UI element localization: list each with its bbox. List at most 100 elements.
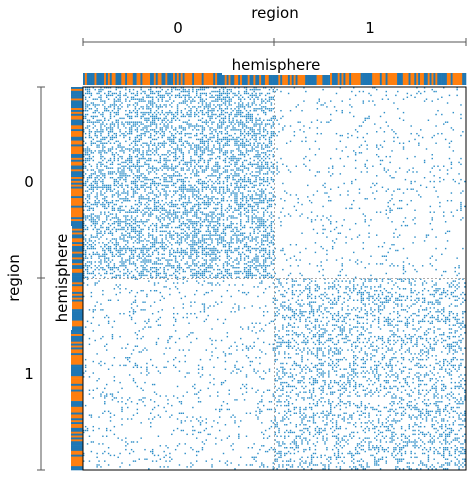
edge-cell [177,146,178,147]
edge-cell [255,133,256,134]
edge-cell [112,217,113,218]
edge-cell [144,100,145,101]
edge-cell [393,244,394,245]
edge-cell [271,137,272,138]
left-hemisphere-cell [71,173,83,175]
edge-cell [85,116,86,117]
edge-cell [116,242,117,243]
edge-cell [395,250,396,251]
edge-cell [280,158,281,159]
edge-cell [102,183,103,184]
edge-cell [96,215,97,216]
edge-cell [296,194,297,195]
edge-cell [102,223,103,224]
edge-cell [117,244,118,245]
edge-cell [144,162,145,163]
edge-cell [196,95,197,96]
edge-cell [121,229,122,230]
edge-cell [137,93,138,94]
edge-cell [259,108,260,109]
edge-cell [209,188,210,189]
edge-cell [181,185,182,186]
edge-cell [217,95,218,96]
top-hemisphere-cell [347,73,349,85]
edge-cell [217,234,218,235]
left-hemisphere-cell [71,365,83,367]
edge-cell [167,215,168,216]
edge-cell [87,148,88,149]
edge-cell [179,187,180,188]
edge-cell [106,254,107,255]
edge-cell [322,89,323,90]
edge-cell [439,181,440,182]
edge-cell [196,250,197,251]
edge-cell [167,169,168,170]
edge-cell [389,210,390,211]
edge-cell [368,118,369,119]
edge-cell [432,158,433,159]
edge-cell [93,123,94,124]
edge-cell [125,95,126,96]
edge-cell [271,166,272,167]
edge-cell [206,148,207,149]
edge-cell [246,93,247,94]
left-hemisphere-cell [71,311,83,313]
edge-cell [263,227,264,228]
edge-cell [211,185,212,186]
edge-cell [194,166,195,167]
edge-cell [238,154,239,155]
left-hemisphere-cell [71,399,83,401]
edge-cell [94,202,95,203]
edge-cell [230,160,231,161]
edge-cell [150,167,151,168]
edge-cell [140,129,141,130]
top-hemisphere-cell [112,73,114,85]
edge-cell [169,97,170,98]
edge-cell [173,167,174,168]
left-hemisphere-cell [71,144,83,146]
edge-cell [85,127,86,128]
left-hemisphere-cell [71,321,83,323]
edge-cell [114,156,115,157]
edge-cell [261,135,262,136]
edge-cell [252,93,253,94]
edge-cell [181,217,182,218]
edge-cell [273,166,274,167]
edge-cell [202,166,203,167]
edge-cell [207,198,208,199]
edge-cell [273,250,274,251]
edge-cell [261,208,262,209]
top-hemisphere-cell [102,73,104,85]
edge-cell [265,125,266,126]
top-hemisphere-cell [334,73,336,85]
edge-cell [219,125,220,126]
edge-cell [110,131,111,132]
edge-cell [96,192,97,193]
edge-cell [207,143,208,144]
edge-cell [137,137,138,138]
left-hemisphere-cell [71,233,83,235]
edge-cell [263,110,264,111]
left-hemisphere-cell [71,248,83,250]
edge-cell [261,167,262,168]
edge-cell [116,185,117,186]
edge-cell [89,240,90,241]
edge-cell [160,183,161,184]
edge-cell [227,127,228,128]
edge-cell [330,158,331,159]
edge-cell [116,254,117,255]
edge-cell [190,173,191,174]
edge-cell [183,252,184,253]
edge-cell [363,137,364,138]
edge-cell [248,167,249,168]
edge-cell [162,110,163,111]
top-hemisphere-cell [137,73,139,85]
edge-cell [152,102,153,103]
top-hemisphere-cell [117,73,119,85]
edge-cell [240,139,241,140]
edge-cell [355,179,356,180]
edge-cell [267,238,268,239]
edge-cell [114,116,115,117]
edge-cell [198,112,199,113]
